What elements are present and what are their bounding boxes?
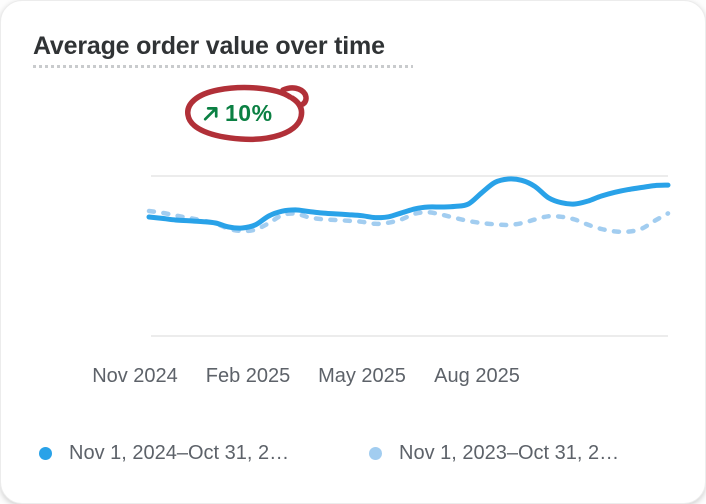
comparison-period-dot-icon: [369, 447, 382, 460]
x-axis-tick-label: Nov 2024: [92, 365, 178, 387]
current-period-dot-icon: [39, 447, 52, 460]
current-period-line: [146, 176, 671, 231]
legend-label: Nov 1, 2024–Oct 31, 2…: [69, 442, 290, 464]
metric-title[interactable]: Average order value over time: [33, 32, 385, 60]
legend-label: Nov 1, 2023–Oct 31, 2…: [399, 442, 620, 464]
x-axis-tick-label: May 2025: [318, 365, 406, 387]
metric-title-dotted-underline: [33, 65, 413, 68]
x-axis-tick-label: Feb 2025: [205, 365, 291, 387]
legend-item-comparison-period: Nov 1, 2023–Oct 31, 2…: [369, 442, 619, 465]
legend-item-current-period: Nov 1, 2024–Oct 31, 2…: [39, 442, 289, 465]
x-axis-tick-label: Aug 2025: [434, 365, 520, 387]
